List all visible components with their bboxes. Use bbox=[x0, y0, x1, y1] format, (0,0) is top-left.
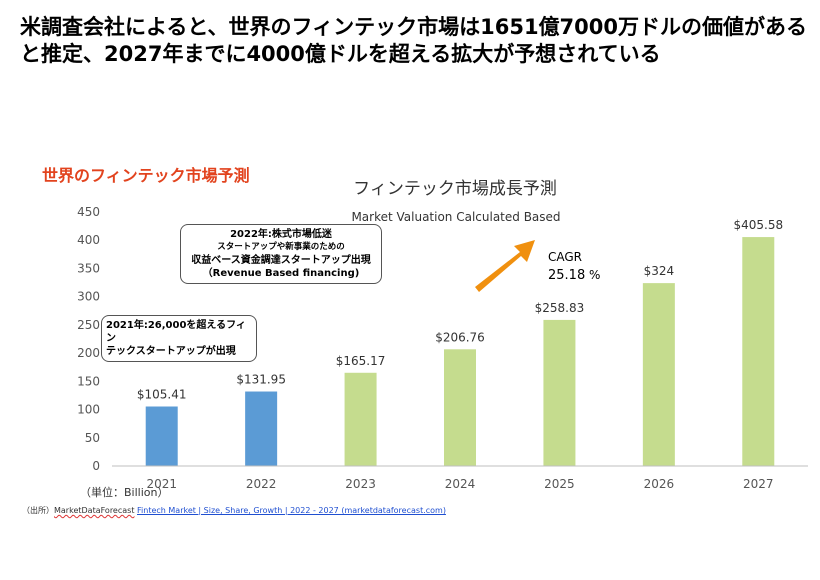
callout-2021: 2021年:26,000を超えるフィン テックスタートアップが出現 bbox=[101, 315, 257, 362]
source-prefix: （出所） bbox=[22, 506, 54, 515]
x-tick-label: 2027 bbox=[743, 477, 774, 491]
data-label-2022: $131.95 bbox=[236, 373, 286, 387]
callout-2022-line-4: （Revenue Based financing) bbox=[202, 268, 360, 279]
cagr-annotation: CAGR 25.18 % bbox=[548, 248, 600, 285]
y-tick-label: 0 bbox=[92, 459, 100, 473]
y-tick-label: 350 bbox=[77, 261, 100, 275]
callout-2022-line-1: 2022年:株式市場低迷 bbox=[230, 229, 332, 240]
callout-2022-line-2: スタートアップや新事業のための bbox=[217, 242, 345, 252]
headline: 米調査会社によると、世界のフィンテック市場は1651億7000万ドルの価値がある… bbox=[20, 14, 810, 68]
bar-2027 bbox=[742, 237, 775, 466]
bar-2023 bbox=[344, 372, 377, 466]
cagr-label: CAGR bbox=[548, 250, 583, 264]
y-tick-label: 300 bbox=[77, 290, 100, 304]
data-label-2021: $105.41 bbox=[137, 388, 187, 402]
bar-2021 bbox=[145, 406, 178, 466]
y-tick-label: 450 bbox=[77, 205, 100, 219]
headline-line-2: と推定、2027年までに4000億ドルを超える拡大が予想されている bbox=[20, 42, 661, 66]
y-tick-label: 150 bbox=[77, 374, 100, 388]
section-label: 世界のフィンテック市場予測 bbox=[42, 166, 250, 185]
source-publisher: MarketDataForecast bbox=[54, 506, 135, 515]
callout-2021-line-1: 2021年:26,000を超えるフィン bbox=[106, 320, 246, 344]
data-labels: $105.41 $131.95 $165.17 $206.76 $258.83 $324 $… bbox=[137, 218, 783, 401]
data-label-2024: $206.76 bbox=[435, 330, 485, 344]
bar-2025 bbox=[543, 319, 576, 466]
x-tick-label: 2025 bbox=[544, 477, 575, 491]
unit-note: （単位：Billion） bbox=[80, 486, 169, 499]
growth-arrow-icon bbox=[475, 240, 535, 292]
x-tick-label: 2026 bbox=[644, 477, 675, 491]
y-tick-label: 100 bbox=[77, 403, 100, 417]
source-note: （出所）MarketDataForecast Fintech Market | … bbox=[22, 505, 446, 516]
callout-2022-line-3: 収益ベース資金調達スタートアップ出現 bbox=[191, 255, 371, 266]
chart-title: フィンテック市場成長予測 bbox=[353, 179, 557, 199]
bars bbox=[145, 237, 775, 466]
chart-subtitle: Market Valuation Calculated Based bbox=[351, 210, 560, 224]
y-tick-label: 50 bbox=[85, 431, 100, 445]
data-label-2023: $165.17 bbox=[336, 354, 386, 368]
callout-2022: 2022年:株式市場低迷 スタートアップや新事業のための 収益ベース資金調達スタ… bbox=[180, 224, 382, 284]
data-label-2026: $324 bbox=[644, 264, 675, 278]
bar-2024 bbox=[444, 349, 476, 466]
y-tick-label: 400 bbox=[77, 233, 100, 247]
x-tick-label: 2024 bbox=[445, 477, 476, 491]
y-axis: 0 50 100 150 200 250 300 350 400 450 bbox=[77, 205, 100, 473]
data-label-2027: $405.58 bbox=[733, 218, 783, 232]
headline-line-1: 米調査会社によると、世界のフィンテック市場は1651億7000万ドルの価値がある bbox=[20, 15, 808, 39]
y-tick-label: 250 bbox=[77, 318, 100, 332]
x-tick-label: 2023 bbox=[345, 477, 376, 491]
bar-2026 bbox=[642, 283, 675, 466]
cagr-value: 25.18 bbox=[548, 268, 586, 283]
data-label-2025: $258.83 bbox=[535, 301, 585, 315]
x-tick-label: 2022 bbox=[246, 477, 277, 491]
cagr-unit: % bbox=[589, 268, 601, 282]
y-tick-label: 200 bbox=[77, 346, 100, 360]
bar-2022 bbox=[245, 391, 278, 466]
callout-2021-line-2: テックスタートアップが出現 bbox=[106, 346, 236, 357]
x-tick-label: 2021 bbox=[146, 477, 177, 491]
source-link[interactable]: Fintech Market | Size, Share, Growth | 2… bbox=[137, 506, 446, 515]
x-axis: 2021 2022 2023 2024 2025 2026 2027 bbox=[112, 465, 808, 491]
